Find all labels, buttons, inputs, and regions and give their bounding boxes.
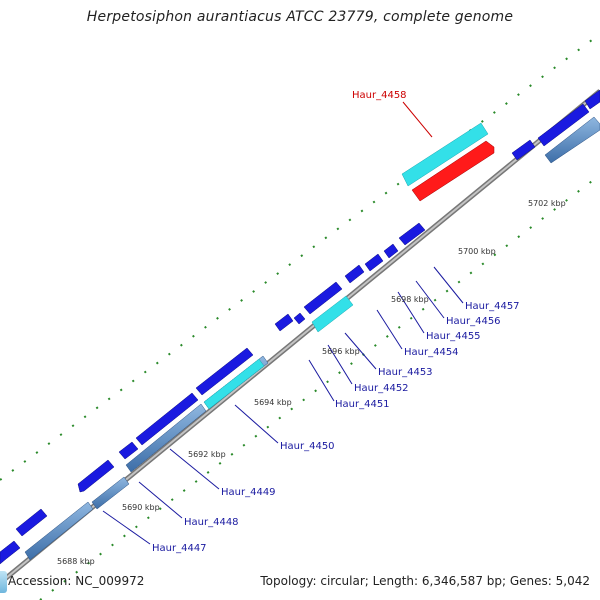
outer-tick-ring [0, 33, 600, 481]
kbp-label: 5702 kbp [528, 199, 566, 208]
kbp-label: 5696 kbp [322, 347, 360, 356]
gene-label-4447[interactable]: Haur_4447 [152, 543, 207, 554]
gene-4447[interactable] [15, 508, 48, 537]
topology-text: Topology: circular; Length: 6,346,587 bp… [260, 574, 590, 588]
gene-4462[interactable] [544, 116, 600, 164]
gene-4451[interactable] [274, 313, 294, 332]
gene-4447r[interactable] [24, 501, 94, 561]
accession-text: Accession: NC_009972 [8, 574, 145, 588]
reverse-strand-genes [24, 116, 600, 561]
gene-4453c[interactable] [311, 295, 354, 333]
gene-label-4451[interactable]: Haur_4451 [335, 399, 390, 410]
gene-4458c[interactable] [401, 122, 489, 187]
gene-label-4456[interactable]: Haur_4456 [446, 316, 501, 327]
gene-label-4457[interactable]: Haur_4457 [465, 301, 520, 312]
label-leader-4458 [402, 101, 433, 138]
gene-label-4450[interactable]: Haur_4450 [280, 441, 335, 452]
kbp-labels: 5688 kbp 5690 kbp 5692 kbp 5694 kbp 5696… [57, 199, 566, 566]
gene-labels: Haur_4447 Haur_4448 Haur_4449 Haur_4450 … [152, 301, 520, 554]
gene-label-4453[interactable]: Haur_4453 [378, 367, 433, 378]
gene-4446[interactable] [0, 540, 21, 565]
kbp-label: 5700 kbp [458, 247, 496, 256]
gene-label-4449[interactable]: Haur_4449 [221, 487, 276, 498]
gene-4449b[interactable] [118, 441, 139, 460]
forward-strand-genes [0, 89, 600, 565]
gene-label-4455[interactable]: Haur_4455 [426, 331, 481, 342]
kbp-label: 5698 kbp [391, 295, 429, 304]
genome-title: Herpetosiphon aurantiacus ATCC 23779, co… [86, 9, 514, 25]
gene-4453[interactable] [303, 281, 343, 315]
gene-4452[interactable] [293, 312, 306, 325]
gene-4450c[interactable] [203, 358, 265, 410]
cyan-genes [203, 122, 489, 410]
gene-4450[interactable] [195, 347, 254, 396]
gene-4460[interactable] [537, 103, 590, 147]
gene-label-4448[interactable]: Haur_4448 [184, 517, 239, 528]
kbp-label: 5694 kbp [254, 398, 292, 407]
gene-4448r[interactable] [91, 476, 130, 510]
inner-tick-ring [39, 174, 600, 600]
kbp-label: 5688 kbp [57, 557, 95, 566]
gene-4456[interactable] [383, 243, 399, 259]
gene-4461[interactable] [584, 89, 600, 110]
gene-4455[interactable] [364, 253, 384, 272]
label-leader-lines [102, 266, 464, 545]
kbp-label: 5690 kbp [122, 503, 160, 512]
footer-bar: Accession: NC_009972 Topology: circular;… [0, 571, 600, 593]
gene-4448[interactable] [77, 459, 115, 493]
gene-4449[interactable] [135, 392, 199, 446]
gene-label-4458[interactable]: Haur_4458 [352, 90, 407, 101]
gene-4458-highlighted[interactable] [411, 140, 495, 202]
kbp-label: 5692 kbp [188, 450, 226, 459]
corner-handle[interactable] [0, 571, 7, 593]
gene-label-4454[interactable]: Haur_4454 [404, 347, 459, 358]
gene-4449r[interactable] [125, 403, 207, 473]
gene-4459[interactable] [511, 139, 536, 161]
gene-label-4452[interactable]: Haur_4452 [354, 383, 409, 394]
gene-4457[interactable] [398, 222, 426, 246]
gene-4454[interactable] [344, 264, 365, 284]
